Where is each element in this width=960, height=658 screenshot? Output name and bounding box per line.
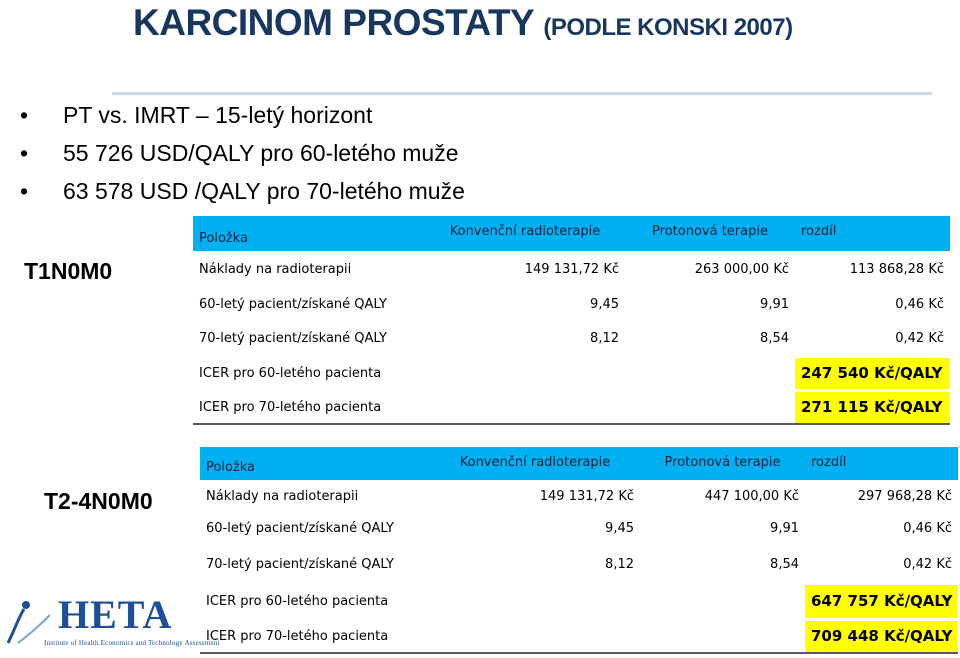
icer-value: 647 757 Kč/QALY xyxy=(805,581,958,619)
icer-label: ICER pro 60-letého pacienta xyxy=(193,354,425,390)
table-row: 70-letý pacient/získané QALY 8,12 8,54 0… xyxy=(193,319,950,357)
bullet-item: 63 578 USD /QALY pro 70-letého muže xyxy=(20,174,465,212)
row-label: 70-letý pacient/získané QALY xyxy=(200,544,430,584)
title-divider xyxy=(112,92,932,95)
icer-row: ICER pro 70-letého pacienta 709 448 Kč/Q… xyxy=(200,617,958,654)
col-header-item: Položka xyxy=(193,216,425,252)
cell-proton: 263 000,00 Kč xyxy=(625,250,795,288)
table-row: Náklady na radioterapii 149 131,72 Kč 26… xyxy=(193,250,950,288)
row-label: 70-letý pacient/získané QALY xyxy=(193,319,425,357)
cell-difference: 113 868,28 Kč xyxy=(795,250,950,288)
heta-logo-icon xyxy=(6,601,51,644)
bullet-item: PT vs. IMRT – 15-letý horizont xyxy=(20,98,465,136)
icer-label: ICER pro 70-letého pacienta xyxy=(200,617,430,654)
col-header-conventional: Konvenční radioterapie xyxy=(425,216,625,252)
cell-difference: 0,42 Kč xyxy=(805,544,958,584)
icer-row: ICER pro 60-letého pacienta 647 757 Kč/Q… xyxy=(200,581,958,619)
cell-conventional: 149 131,72 Kč xyxy=(425,250,625,288)
icer-value: 247 540 Kč/QALY xyxy=(795,354,950,390)
cell-conventional: 9,45 xyxy=(425,285,625,322)
table-row: 70-letý pacient/získané QALY 8,12 8,54 0… xyxy=(200,544,958,584)
icer-label: ICER pro 70-letého pacienta xyxy=(193,388,425,425)
stage-label-t2: T2-4N0M0 xyxy=(44,488,153,514)
title-main: KARCINOM PROSTATY xyxy=(133,2,534,43)
bullet-item: 55 726 USD/QALY pro 60-letého muže xyxy=(20,136,465,174)
cell-conventional: 8,12 xyxy=(430,544,640,584)
col-header-item: Položka xyxy=(200,447,430,481)
cell-difference: 0,46 Kč xyxy=(805,509,958,547)
cell-proton: 9,91 xyxy=(625,285,795,322)
col-header-proton: Protonová terapie xyxy=(640,447,805,481)
cell-proton: 8,54 xyxy=(625,319,795,357)
icer-label: ICER pro 60-letého pacienta xyxy=(200,581,430,619)
logo-subtitle: Institute of Health Economics and Techno… xyxy=(44,639,220,647)
cell-proton: 9,91 xyxy=(640,509,805,547)
row-label: Náklady na radioterapii xyxy=(200,479,430,512)
icer-value: 709 448 Kč/QALY xyxy=(805,617,958,654)
row-label: Náklady na radioterapii xyxy=(193,250,425,288)
cost-table-t1: Položka Konvenční radioterapie Protonová… xyxy=(193,216,950,425)
row-label: 60-letý pacient/získané QALY xyxy=(200,509,430,547)
slide-title: KARCINOM PROSTATY (PODLE KONSKI 2007) xyxy=(133,2,793,44)
col-header-proton: Protonová terapie xyxy=(625,216,795,252)
table-row: 60-letý pacient/získané QALY 9,45 9,91 0… xyxy=(200,509,958,547)
title-sub: (PODLE KONSKI 2007) xyxy=(543,14,793,41)
cell-difference: 0,46 Kč xyxy=(795,285,950,322)
cell-proton: 447 100,00 Kč xyxy=(640,479,805,512)
col-header-difference: rozdíl xyxy=(805,447,958,481)
icer-row: ICER pro 60-letého pacienta 247 540 Kč/Q… xyxy=(193,354,950,390)
cell-conventional: 8,12 xyxy=(425,319,625,357)
cell-conventional: 149 131,72 Kč xyxy=(430,479,640,512)
table-row: 60-letý pacient/získané QALY 9,45 9,91 0… xyxy=(193,285,950,322)
icer-value: 271 115 Kč/QALY xyxy=(795,388,950,425)
heta-logo: HETA Institute of Health Economics and T… xyxy=(4,592,219,653)
icer-row: ICER pro 70-letého pacienta 271 115 Kč/Q… xyxy=(193,388,950,425)
cell-proton: 8,54 xyxy=(640,544,805,584)
cell-conventional: 9,45 xyxy=(430,509,640,547)
bullet-list: PT vs. IMRT – 15-letý horizont 55 726 US… xyxy=(20,98,465,212)
table-header-row: Položka Konvenční radioterapie Protonová… xyxy=(200,447,958,481)
table-row: Náklady na radioterapii 149 131,72 Kč 44… xyxy=(200,479,958,512)
row-label: 60-letý pacient/získané QALY xyxy=(193,285,425,322)
cost-table-t2: Položka Konvenční radioterapie Protonová… xyxy=(200,447,958,654)
cell-difference: 297 968,28 Kč xyxy=(805,479,958,512)
table-header-row: Položka Konvenční radioterapie Protonová… xyxy=(193,216,950,252)
col-header-difference: rozdíl xyxy=(795,216,950,252)
cell-difference: 0,42 Kč xyxy=(795,319,950,357)
logo-wordmark: HETA xyxy=(58,592,173,637)
stage-label-t1: T1N0M0 xyxy=(24,258,113,284)
col-header-conventional: Konvenční radioterapie xyxy=(430,447,640,481)
